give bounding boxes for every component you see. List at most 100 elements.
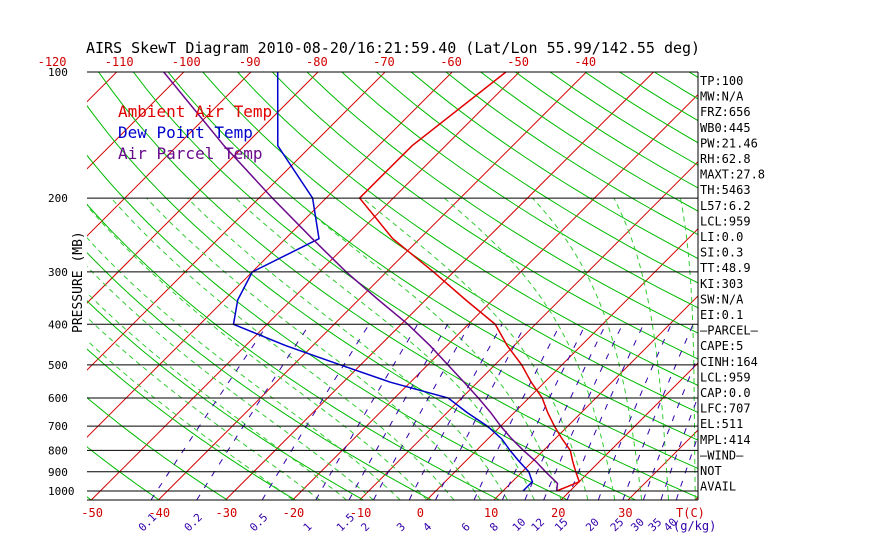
dry-adiabat-line (410, 72, 698, 260)
dry-adiabat-line (375, 72, 698, 284)
stability-index: L57:6.2 (700, 199, 751, 213)
stability-index: LCL:959 (700, 370, 751, 384)
stability-index: EI:0.1 (700, 308, 743, 322)
bottom-temp-tick: 10 (484, 506, 498, 520)
parcel-temp-line (163, 72, 559, 492)
dry-adiabat-line (87, 105, 636, 500)
mixing-ratio-tick: 8 (487, 520, 501, 534)
stability-index: EL:511 (700, 417, 743, 431)
stability-index: TH:5463 (700, 183, 751, 197)
mixing-ratio-tick: 12 (529, 516, 548, 535)
bottom-temp-tick: 20 (551, 506, 565, 520)
dry-adiabat-line (271, 72, 698, 360)
top-temp-tick: -90 (239, 55, 261, 69)
top-temp-tick: -80 (306, 55, 328, 69)
temp-unit-label: T(C) (676, 506, 705, 520)
pressure-tick: 900 (48, 466, 68, 479)
stability-index: WB0:445 (700, 121, 751, 135)
top-temp-tick: -40 (574, 55, 596, 69)
isotherm-line (762, 53, 870, 500)
mixing-ratio-line (408, 324, 503, 500)
moist-adiabat-line (679, 198, 696, 500)
isotherm-line (830, 53, 870, 500)
moist-adiabat-line (292, 197, 562, 500)
moist-adiabat-line (187, 197, 508, 500)
legend-ambient: Ambient Air Temp (118, 102, 272, 121)
mixing-ratio-line (501, 324, 587, 500)
stability-index: CINH:164 (700, 355, 758, 369)
pressure-tick: 600 (48, 392, 68, 405)
mixing-ratio-tick: 0.5 (247, 511, 270, 534)
isotherm-line (560, 362, 698, 500)
isotherm-line (87, 72, 118, 103)
bottom-temp-tick: -30 (216, 506, 238, 520)
mixing-ratio-tick: 1 (301, 520, 315, 534)
isotherm-line (91, 72, 521, 500)
dry-adiabat-line (794, 53, 870, 500)
stability-index: NOT (700, 464, 722, 478)
moist-adiabat-line (146, 197, 482, 500)
isotherm-line (87, 72, 386, 371)
stability-index: LFC:707 (700, 402, 751, 416)
mixing-ratio-line (435, 324, 527, 500)
ambient-temp-line (358, 72, 581, 492)
isotherm-line (225, 72, 655, 500)
mixing-ratio-tick: 4 (420, 520, 434, 534)
bottom-temp-tick: 30 (618, 506, 632, 520)
mixing-ratio-tick: 20 (583, 516, 602, 535)
moist-adiabat-line (443, 197, 616, 500)
stability-index: LCL:959 (700, 214, 751, 228)
legend-dewpoint: Dew Point Temp (118, 123, 253, 142)
moist-adiabat-line (235, 197, 535, 500)
dry-adiabat-line (688, 72, 698, 78)
pressure-tick: 400 (48, 318, 68, 331)
mixing-ratio-tick: 6 (459, 520, 473, 534)
chart-title: AIRS SkewT Diagram 2010-08-20/16:21:59.4… (86, 39, 700, 57)
isotherm-line (87, 72, 185, 170)
stability-index: MPL:414 (700, 433, 751, 447)
top-temp-tick: -50 (507, 55, 529, 69)
mixing-ratio-line (622, 324, 694, 500)
dry-adiabat-line (861, 53, 870, 500)
dry-adiabat-line (98, 72, 698, 499)
moist-adiabat-line (362, 197, 589, 500)
mixing-ratio-line (642, 354, 698, 500)
top-temp-tick: -60 (440, 55, 462, 69)
stability-index: FRZ:656 (700, 105, 751, 119)
pressure-tick: 100 (48, 66, 68, 79)
moist-adiabat-line (613, 197, 669, 500)
isotherm-line (426, 228, 698, 500)
dry-adiabat-line (87, 203, 500, 500)
pressure-tick: 700 (48, 420, 68, 433)
dry-adiabat-line (306, 72, 698, 334)
dry-adiabat-line (132, 72, 698, 470)
stability-index: CAP:0.0 (700, 386, 751, 400)
stability-index: CAPE:5 (700, 339, 743, 353)
dry-adiabat-line (479, 72, 698, 212)
bottom-temp-tick: -20 (283, 506, 305, 520)
bottom-temp-tick: -10 (350, 506, 372, 520)
isotherm-line (359, 160, 698, 500)
bottom-temp-tick: -40 (148, 506, 170, 520)
isotherm-line (292, 93, 698, 500)
dry-adiabat-line (87, 251, 432, 500)
dry-adiabat-line (87, 300, 364, 500)
mixing-ratio-line (348, 324, 449, 500)
mixing-ratio-tick: 0.2 (182, 511, 205, 534)
pressure-tick: 500 (48, 359, 68, 372)
bottom-temp-tick: 0 (417, 506, 424, 520)
top-temp-tick: -110 (105, 55, 134, 69)
dry-adiabat-line (341, 72, 698, 309)
mixing-ratio-line (261, 324, 370, 500)
isotherm-line (87, 72, 453, 438)
mixing-ratio-line (566, 324, 644, 500)
dry-adiabat-line (445, 72, 698, 236)
dry-adiabat-line (87, 446, 160, 500)
dry-adiabat-line (760, 53, 870, 500)
top-temp-tick: -100 (172, 55, 201, 69)
dry-adiabat-line (87, 348, 296, 500)
stability-index: MW:N/A (700, 90, 744, 104)
dry-adiabat-line (87, 154, 568, 500)
moist-adiabat-line (87, 292, 347, 500)
